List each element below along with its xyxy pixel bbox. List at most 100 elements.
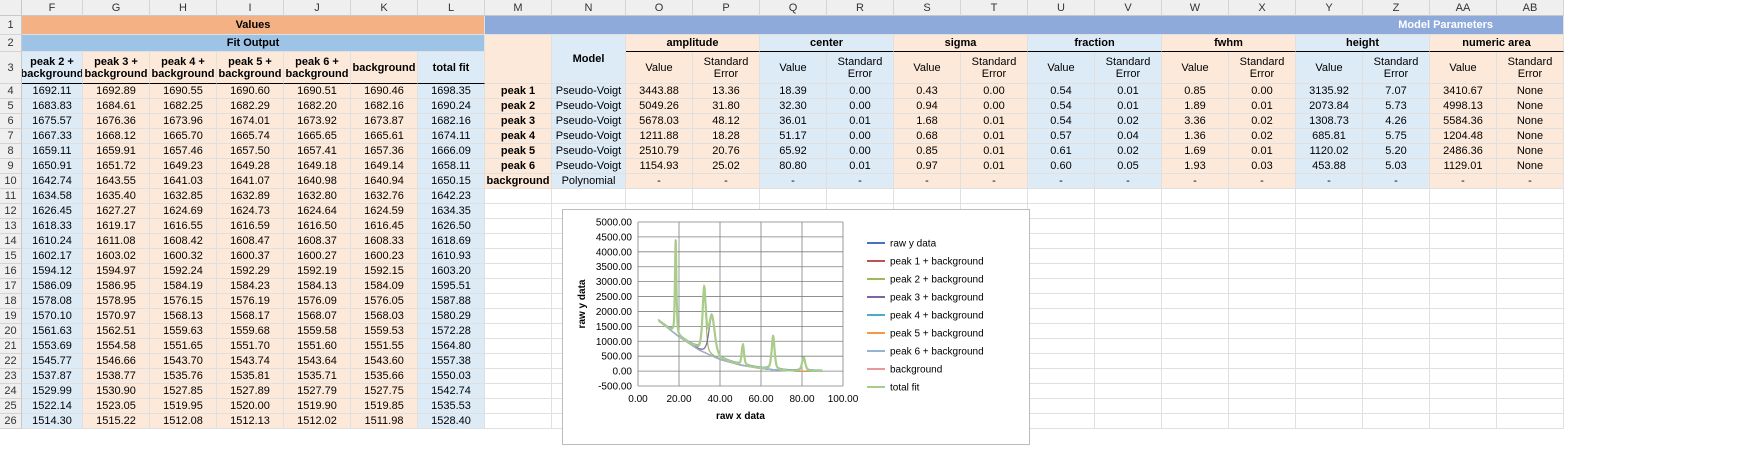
param-value-cell[interactable]: 0.00 xyxy=(961,84,1028,99)
fit-value-cell[interactable]: 1512.02 xyxy=(284,414,351,429)
fit-col-header[interactable]: peak 5 + background xyxy=(217,52,284,84)
column-header-h[interactable]: H xyxy=(150,0,217,16)
empty-cell[interactable] xyxy=(1095,384,1162,399)
fit-value-cell[interactable]: 1602.17 xyxy=(22,249,83,264)
empty-cell[interactable] xyxy=(1095,324,1162,339)
fit-value-cell[interactable]: 1649.18 xyxy=(284,159,351,174)
fit-value-cell[interactable]: 1592.15 xyxy=(351,264,418,279)
fit-value-cell[interactable]: 1543.74 xyxy=(217,354,284,369)
empty-cell[interactable] xyxy=(1095,219,1162,234)
param-value-cell[interactable]: 5.75 xyxy=(1363,129,1430,144)
empty-cell[interactable] xyxy=(1229,294,1296,309)
blank-m-header[interactable] xyxy=(485,35,552,84)
fit-value-cell[interactable]: 1682.16 xyxy=(351,99,418,114)
fit-value-cell[interactable]: 1649.28 xyxy=(217,159,284,174)
param-model-cell[interactable]: Pseudo-Voigt xyxy=(552,159,626,174)
param-value-cell[interactable]: 5.20 xyxy=(1363,144,1430,159)
fit-value-cell[interactable]: 1530.90 xyxy=(83,384,150,399)
empty-cell[interactable] xyxy=(1430,354,1497,369)
empty-cell[interactable] xyxy=(827,189,894,204)
empty-cell[interactable] xyxy=(1229,414,1296,429)
empty-cell[interactable] xyxy=(1162,339,1229,354)
fit-value-cell[interactable]: 1608.42 xyxy=(150,234,217,249)
fit-value-cell[interactable]: 1650.15 xyxy=(418,174,485,189)
param-value-cell[interactable]: 3410.67 xyxy=(1430,84,1497,99)
fit-value-cell[interactable]: 1632.89 xyxy=(217,189,284,204)
group-header-numeric-area[interactable]: numeric area xyxy=(1430,35,1564,52)
column-header-m[interactable]: M xyxy=(485,0,552,16)
fit-col-header[interactable]: peak 6 + background xyxy=(284,52,351,84)
empty-cell[interactable] xyxy=(1363,399,1430,414)
fit-value-cell[interactable]: 1568.17 xyxy=(217,309,284,324)
empty-cell[interactable] xyxy=(1497,324,1564,339)
fit-value-cell[interactable]: 1618.69 xyxy=(418,234,485,249)
param-value-cell[interactable]: 32.30 xyxy=(760,99,827,114)
fit-value-cell[interactable]: 1515.22 xyxy=(83,414,150,429)
empty-cell[interactable] xyxy=(1430,279,1497,294)
fit-value-cell[interactable]: 1632.80 xyxy=(284,189,351,204)
empty-cell[interactable] xyxy=(1296,279,1363,294)
fit-value-cell[interactable]: 1527.75 xyxy=(351,384,418,399)
fit-value-cell[interactable]: 1608.37 xyxy=(284,234,351,249)
row-header-23[interactable]: 23 xyxy=(0,369,22,384)
param-value-cell[interactable]: 1308.73 xyxy=(1296,114,1363,129)
empty-cell[interactable] xyxy=(1363,294,1430,309)
group-header-fwhm[interactable]: fwhm xyxy=(1162,35,1296,52)
param-value-cell[interactable]: 5584.36 xyxy=(1430,114,1497,129)
param-value-cell[interactable]: 0.00 xyxy=(827,129,894,144)
fit-value-cell[interactable]: 1600.32 xyxy=(150,249,217,264)
row-header-22[interactable]: 22 xyxy=(0,354,22,369)
fit-value-cell[interactable]: 1674.01 xyxy=(217,114,284,129)
empty-cell[interactable] xyxy=(1363,279,1430,294)
group-header-amplitude[interactable]: amplitude xyxy=(626,35,760,52)
empty-cell[interactable] xyxy=(485,234,552,249)
empty-cell[interactable] xyxy=(1229,249,1296,264)
param-value-cell[interactable]: 5.73 xyxy=(1363,99,1430,114)
empty-cell[interactable] xyxy=(1162,369,1229,384)
std-error-header[interactable]: Standard Error xyxy=(1229,52,1296,84)
param-value-cell[interactable]: 1.69 xyxy=(1162,144,1229,159)
fit-value-cell[interactable]: 1512.08 xyxy=(150,414,217,429)
fit-value-cell[interactable]: 1535.53 xyxy=(418,399,485,414)
fit-value-cell[interactable]: 1542.74 xyxy=(418,384,485,399)
empty-cell[interactable] xyxy=(1430,384,1497,399)
empty-cell[interactable] xyxy=(1162,354,1229,369)
empty-cell[interactable] xyxy=(1162,309,1229,324)
param-row-label[interactable]: background xyxy=(485,174,552,189)
empty-cell[interactable] xyxy=(1095,354,1162,369)
param-value-cell[interactable]: - xyxy=(894,174,961,189)
param-value-cell[interactable]: 25.02 xyxy=(693,159,760,174)
empty-cell[interactable] xyxy=(1296,204,1363,219)
fit-value-cell[interactable]: 1690.46 xyxy=(351,84,418,99)
param-value-cell[interactable]: 0.68 xyxy=(894,129,961,144)
param-value-cell[interactable]: 1.36 xyxy=(1162,129,1229,144)
empty-cell[interactable] xyxy=(1162,189,1229,204)
empty-cell[interactable] xyxy=(1296,294,1363,309)
fit-value-cell[interactable]: 1576.19 xyxy=(217,294,284,309)
fit-value-cell[interactable]: 1578.95 xyxy=(83,294,150,309)
param-value-cell[interactable]: - xyxy=(827,174,894,189)
empty-cell[interactable] xyxy=(1028,339,1095,354)
fit-value-cell[interactable]: 1578.08 xyxy=(22,294,83,309)
fit-value-cell[interactable]: 1568.03 xyxy=(351,309,418,324)
fit-value-cell[interactable]: 1545.77 xyxy=(22,354,83,369)
empty-cell[interactable] xyxy=(485,384,552,399)
values-header[interactable]: Values xyxy=(22,16,485,35)
param-value-cell[interactable]: 36.01 xyxy=(760,114,827,129)
empty-cell[interactable] xyxy=(1296,354,1363,369)
row-header-7[interactable]: 7 xyxy=(0,129,22,144)
empty-cell[interactable] xyxy=(1497,279,1564,294)
param-value-cell[interactable]: 0.04 xyxy=(1095,129,1162,144)
column-header-k[interactable]: K xyxy=(351,0,418,16)
fit-value-cell[interactable]: 1519.95 xyxy=(150,399,217,414)
fit-value-cell[interactable]: 1551.55 xyxy=(351,339,418,354)
fit-value-cell[interactable]: 1643.55 xyxy=(83,174,150,189)
param-value-cell[interactable]: 0.00 xyxy=(827,99,894,114)
value-header[interactable]: Value xyxy=(1430,52,1497,84)
fit-value-cell[interactable]: 1684.61 xyxy=(83,99,150,114)
fit-col-header[interactable]: peak 4 + background xyxy=(150,52,217,84)
empty-cell[interactable] xyxy=(1363,189,1430,204)
param-value-cell[interactable]: 0.03 xyxy=(1229,159,1296,174)
fit-output-header[interactable]: Fit Output xyxy=(22,35,485,52)
param-value-cell[interactable]: 0.54 xyxy=(1028,84,1095,99)
